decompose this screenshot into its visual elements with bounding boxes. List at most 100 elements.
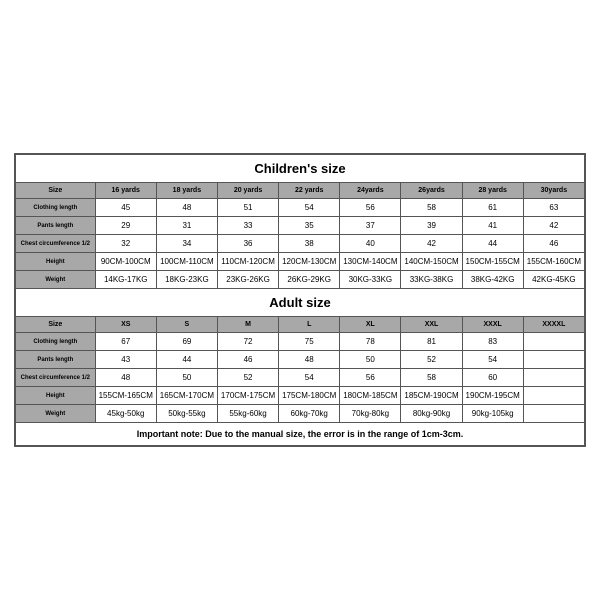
adult-row-1-val-3: 48	[279, 351, 340, 369]
children-row-0-val-4: 56	[340, 199, 401, 217]
children-row-2-val-6: 44	[462, 235, 523, 253]
children-row-4-val-4: 30KG-33KG	[340, 271, 401, 289]
children-header-col-6: 26yards	[401, 183, 462, 199]
adult-row-3-label: Height	[16, 387, 96, 405]
children-row-0-val-1: 48	[156, 199, 217, 217]
children-row-1-label: Pants length	[16, 217, 96, 235]
children-row-2-val-2: 36	[217, 235, 278, 253]
adult-row-4-val-4: 70kg-80kg	[340, 405, 401, 423]
children-row-1-val-3: 35	[279, 217, 340, 235]
adult-row-3-val-6: 190CM-195CM	[462, 387, 523, 405]
adult-row-2-val-3: 54	[279, 369, 340, 387]
children-row-0-val-6: 61	[462, 199, 523, 217]
children-row-1-val-0: 29	[95, 217, 156, 235]
children-header-col-0: Size	[16, 183, 96, 199]
children-row-2-label: Chest circumference 1/2	[16, 235, 96, 253]
children-row-1-val-6: 41	[462, 217, 523, 235]
children-row-2-val-7: 46	[523, 235, 584, 253]
adult-row-4-val-0: 45kg-50kg	[95, 405, 156, 423]
children-row-4-label: Weight	[16, 271, 96, 289]
adult-title: Adult size	[16, 289, 585, 317]
adult-row-0-val-0: 67	[95, 333, 156, 351]
note-text: Important note: Due to the manual size, …	[16, 423, 585, 446]
adult-header-col-6: XXL	[401, 317, 462, 333]
adult-header-col-3: M	[217, 317, 278, 333]
children-row-4-val-7: 42KG-45KG	[523, 271, 584, 289]
children-title: Children's size	[16, 155, 585, 183]
children-row-4-val-3: 26KG-29KG	[279, 271, 340, 289]
children-row-4-val-2: 23KG-26KG	[217, 271, 278, 289]
adult-row-3-val-1: 165CM-170CM	[156, 387, 217, 405]
children-row-2-val-4: 40	[340, 235, 401, 253]
children-row-3-val-6: 150CM-155CM	[462, 253, 523, 271]
children-row-1-val-7: 42	[523, 217, 584, 235]
children-row-1-val-2: 33	[217, 217, 278, 235]
children-row-3-val-1: 100CM-110CM	[156, 253, 217, 271]
children-row-3-val-3: 120CM-130CM	[279, 253, 340, 271]
children-row-1-val-4: 37	[340, 217, 401, 235]
children-row-3-val-2: 110CM-120CM	[217, 253, 278, 271]
adult-row-2-val-0: 48	[95, 369, 156, 387]
adult-row-3-val-3: 175CM-180CM	[279, 387, 340, 405]
children-row-0-val-7: 63	[523, 199, 584, 217]
children-row-3-val-5: 140CM-150CM	[401, 253, 462, 271]
adult-row-1-val-5: 52	[401, 351, 462, 369]
size-table: Children's sizeSize16 yards18 yards20 ya…	[15, 154, 585, 446]
adult-row-1-val-7	[523, 351, 584, 369]
adult-row-0-val-2: 72	[217, 333, 278, 351]
children-row-2-val-1: 34	[156, 235, 217, 253]
adult-row-0-val-7	[523, 333, 584, 351]
adult-row-2-val-7	[523, 369, 584, 387]
adult-row-0-label: Clothing length	[16, 333, 96, 351]
children-row-3-val-7: 155CM-160CM	[523, 253, 584, 271]
adult-row-2-val-4: 56	[340, 369, 401, 387]
adult-row-0-val-1: 69	[156, 333, 217, 351]
adult-row-3-val-4: 180CM-185CM	[340, 387, 401, 405]
children-row-4-val-5: 33KG-38KG	[401, 271, 462, 289]
adult-row-0-val-3: 75	[279, 333, 340, 351]
adult-row-1-val-6: 54	[462, 351, 523, 369]
children-row-0-val-0: 45	[95, 199, 156, 217]
adult-row-1-val-1: 44	[156, 351, 217, 369]
adult-row-1-val-0: 43	[95, 351, 156, 369]
adult-row-3-val-0: 155CM-165CM	[95, 387, 156, 405]
adult-row-4-val-3: 60kg-70kg	[279, 405, 340, 423]
adult-row-1-label: Pants length	[16, 351, 96, 369]
adult-row-2-val-6: 60	[462, 369, 523, 387]
adult-header-col-7: XXXL	[462, 317, 523, 333]
adult-row-4-label: Weight	[16, 405, 96, 423]
children-row-1-val-1: 31	[156, 217, 217, 235]
adult-row-1-val-4: 50	[340, 351, 401, 369]
adult-row-2-val-5: 58	[401, 369, 462, 387]
children-row-0-val-5: 58	[401, 199, 462, 217]
adult-row-3-val-5: 185CM-190CM	[401, 387, 462, 405]
adult-row-4-val-2: 55kg-60kg	[217, 405, 278, 423]
children-row-0-val-2: 51	[217, 199, 278, 217]
adult-header-col-2: S	[156, 317, 217, 333]
children-header-col-8: 30yards	[523, 183, 584, 199]
children-header-col-4: 22 yards	[279, 183, 340, 199]
children-row-4-val-6: 38KG-42KG	[462, 271, 523, 289]
children-row-4-val-0: 14KG-17KG	[95, 271, 156, 289]
adult-row-4-val-6: 90kg-105kg	[462, 405, 523, 423]
adult-row-4-val-7	[523, 405, 584, 423]
adult-row-3-val-7	[523, 387, 584, 405]
children-row-3-val-0: 90CM-100CM	[95, 253, 156, 271]
adult-row-0-val-6: 83	[462, 333, 523, 351]
children-row-4-val-1: 18KG-23KG	[156, 271, 217, 289]
children-header-col-2: 18 yards	[156, 183, 217, 199]
children-row-1-val-5: 39	[401, 217, 462, 235]
adult-row-4-val-1: 50kg-55kg	[156, 405, 217, 423]
adult-header-col-8: XXXXL	[523, 317, 584, 333]
adult-header-col-4: L	[279, 317, 340, 333]
adult-row-1-val-2: 46	[217, 351, 278, 369]
children-row-3-label: Height	[16, 253, 96, 271]
adult-row-2-val-1: 50	[156, 369, 217, 387]
adult-row-0-val-5: 81	[401, 333, 462, 351]
adult-header-col-5: XL	[340, 317, 401, 333]
children-row-2-val-5: 42	[401, 235, 462, 253]
children-row-0-val-3: 54	[279, 199, 340, 217]
children-row-2-val-3: 38	[279, 235, 340, 253]
adult-row-4-val-5: 80kg-90kg	[401, 405, 462, 423]
adult-header-col-1: XS	[95, 317, 156, 333]
